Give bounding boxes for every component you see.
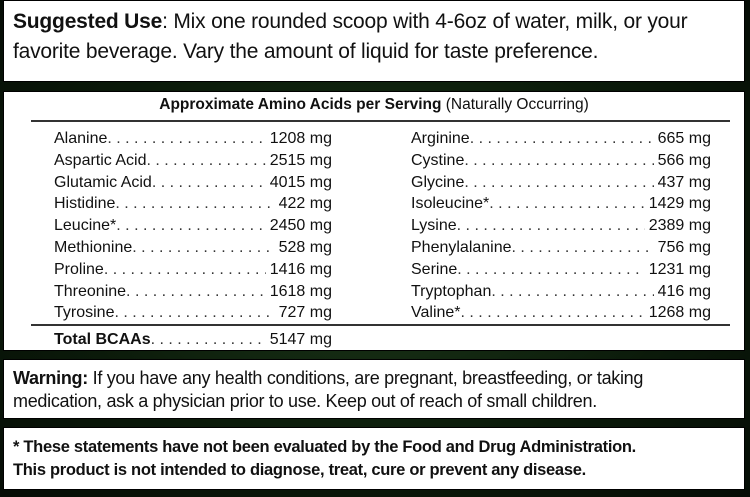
amino-value: 528 mg [278,239,332,256]
amino-name: Arginine [411,130,470,147]
warning-label: Warning: [13,368,88,388]
amino-row: Serine 1231 mg [411,260,711,280]
amino-name: Alanine [54,130,108,147]
amino-table-title: Approximate Amino Acids per Serving (Nat… [4,96,744,114]
amino-row: Tryptophan 416 mg [411,282,711,302]
header-rule [31,120,730,122]
amino-row: Aspartic Acid 2515 mg [54,151,332,171]
amino-name: Leucine* [54,217,117,235]
amino-name: Cystine [411,151,465,169]
amino-row: Isoleucine* 1429 mg [411,194,711,214]
amino-name: Glutamic Acid [54,173,152,191]
amino-value: 1231 mg [648,260,711,278]
amino-value: 1268 mg [648,304,711,322]
amino-name: Histidine [54,195,116,213]
total-label: Total BCAAs [54,331,151,348]
total-bcaas-row: Total BCAAs 5147 mg [54,330,332,350]
suggested-use-panel: Suggested Use: Mix one rounded scoop wit… [3,0,745,82]
amino-row: Tyrosine 727 mg [54,303,332,323]
amino-row: Glutamic Acid 4015 mg [54,173,332,193]
amino-name: Isoleucine* [411,195,490,213]
warning-panel: Warning: If you have any health conditio… [3,359,745,419]
amino-name: Phenylalanine [411,239,512,256]
disclaimer-line-1: * These statements have not been evaluat… [13,438,636,456]
amino-value: 422 mg [278,195,332,213]
amino-name: Methionine [54,239,133,256]
total-rule [31,324,730,326]
amino-name: Glycine [411,173,465,191]
amino-name: Tyrosine [54,304,115,322]
amino-value: 665 mg [657,130,711,147]
amino-name: Proline [54,260,104,278]
amino-value: 566 mg [657,151,711,169]
total-value: 5147 mg [269,331,332,348]
amino-row: Cystine 566 mg [411,151,711,171]
amino-row: Histidine 422 mg [54,194,332,214]
disclaimer-line-2: This product is not intended to diagnose… [13,461,586,479]
amino-name: Lysine [411,217,457,235]
amino-value: 1429 mg [648,195,711,213]
amino-value: 756 mg [657,239,711,256]
amino-row: Proline 1416 mg [54,260,332,280]
amino-row: Valine* 1268 mg [411,303,711,323]
amino-value: 416 mg [657,282,711,300]
amino-row: Leucine* 2450 mg [54,216,332,236]
amino-value: 1208 mg [269,130,332,147]
suggested-use-text: : Mix one rounded scoop with 4-6oz of wa… [13,10,688,63]
amino-value: 2450 mg [269,217,332,235]
amino-value: 4015 mg [269,173,332,191]
amino-row: Lysine 2389 mg [411,216,711,236]
amino-value: 1618 mg [269,282,332,300]
amino-row: Methionine 528 mg [54,238,332,258]
amino-value: 2515 mg [269,151,332,169]
amino-value: 437 mg [657,173,711,191]
suggested-use-label: Suggested Use [13,10,163,33]
amino-row: Alanine 1208 mg [54,129,332,149]
amino-title-bold: Approximate Amino Acids per Serving [159,96,442,113]
amino-title-note: (Naturally Occurring) [441,96,589,113]
amino-name: Aspartic Acid [54,151,147,169]
amino-name: Tryptophan [411,282,492,300]
amino-name: Valine* [411,304,461,322]
amino-name: Threonine [54,282,127,300]
amino-row: Phenylalanine 756 mg [411,238,711,258]
amino-acids-panel: Approximate Amino Acids per Serving (Nat… [3,91,745,351]
amino-value: 727 mg [278,304,332,322]
disclaimer-panel: * These statements have not been evaluat… [3,427,745,490]
amino-row: Threonine 1618 mg [54,282,332,302]
amino-value: 2389 mg [648,217,711,235]
amino-value: 1416 mg [269,260,332,278]
amino-row: Arginine 665 mg [411,129,711,149]
warning-text: If you have any health conditions, are p… [13,368,644,411]
amino-name: Serine [411,260,458,278]
amino-row: Glycine 437 mg [411,173,711,193]
